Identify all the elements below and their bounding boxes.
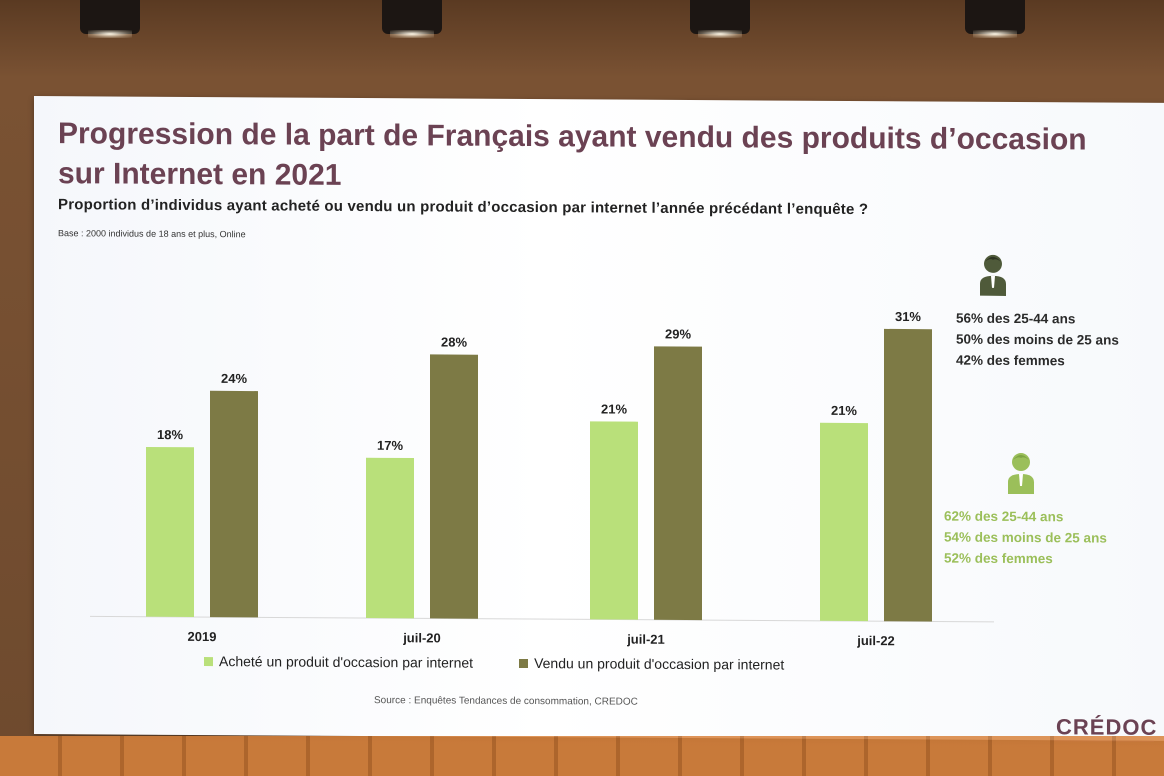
bar-sold [210,390,258,618]
bar-sold [430,354,478,619]
bar-chart: 18% 24% 2019 17% 28% juil-20 21% 29% juil-21 21% 3… [90,309,994,648]
bar-sold [654,346,702,621]
ceiling-light [965,0,1025,38]
person-icon [980,254,1006,296]
sold-callout: 56% des 25-44 ans 50% des moins de 25 an… [956,308,1119,372]
data-label: 24% [221,371,247,386]
callout-line: 62% des 25-44 ans [944,508,1064,525]
callout-line: 54% des moins de 25 ans [944,529,1107,546]
ceiling-light [382,0,442,38]
bar-sold [884,328,932,622]
data-label: 18% [157,427,183,442]
legend-label-bought: Acheté un produit d'occasion par interne… [219,653,474,671]
legend-item-sold: Vendu un produit d'occasion par internet [519,655,784,673]
data-label: 21% [831,403,857,418]
category-label: juil-21 [626,632,665,647]
data-label: 21% [601,401,627,416]
bar-bought [146,446,194,617]
source-note: Source : Enquêtes Tendances de consommat… [374,695,638,708]
bar-bought [366,457,414,619]
data-label: 17% [377,438,403,453]
category-label: 2019 [188,629,217,644]
floor [0,736,1164,776]
callout-line: 56% des 25-44 ans [956,310,1076,327]
person-icon [1008,453,1034,495]
bought-callout: 62% des 25-44 ans 54% des moins de 25 an… [944,506,1107,570]
data-label: 29% [665,326,691,341]
data-label: 31% [895,309,921,324]
presentation-slide: Progression de la part de Français ayant… [34,96,1164,750]
legend-item-bought: Acheté un produit d'occasion par interne… [204,653,473,671]
ceiling-light [80,0,140,38]
category-label: juil-22 [856,633,895,648]
bar-bought [590,421,638,620]
callout-line: 42% des femmes [956,352,1065,369]
category-label: juil-20 [402,630,441,645]
callout-line: 50% des moins de 25 ans [956,331,1119,348]
bar-bought [820,422,868,622]
legend-label-sold: Vendu un produit d'occasion par internet [534,655,785,673]
callout-line: 52% des femmes [944,550,1053,567]
data-label: 28% [441,334,467,349]
ceiling-light [690,0,750,38]
legend-swatch-bought [204,656,213,666]
legend-swatch-sold [519,658,529,668]
